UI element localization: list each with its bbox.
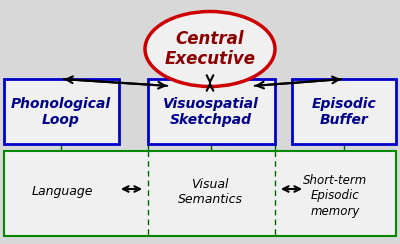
Text: Episodic
Buffer: Episodic Buffer [312, 97, 376, 127]
Text: Phonological
Loop: Phonological Loop [11, 97, 111, 127]
Text: Visuospatial
Sketchpad: Visuospatial Sketchpad [163, 97, 259, 127]
Text: Short-term
Episodic
memory: Short-term Episodic memory [303, 174, 367, 217]
Text: Central
Executive: Central Executive [164, 30, 256, 68]
FancyBboxPatch shape [148, 79, 275, 144]
FancyBboxPatch shape [4, 79, 119, 144]
Ellipse shape [145, 11, 275, 87]
FancyBboxPatch shape [292, 79, 396, 144]
FancyBboxPatch shape [4, 151, 396, 236]
Text: Language: Language [31, 185, 93, 199]
Text: Visual
Semantics: Visual Semantics [178, 178, 242, 206]
